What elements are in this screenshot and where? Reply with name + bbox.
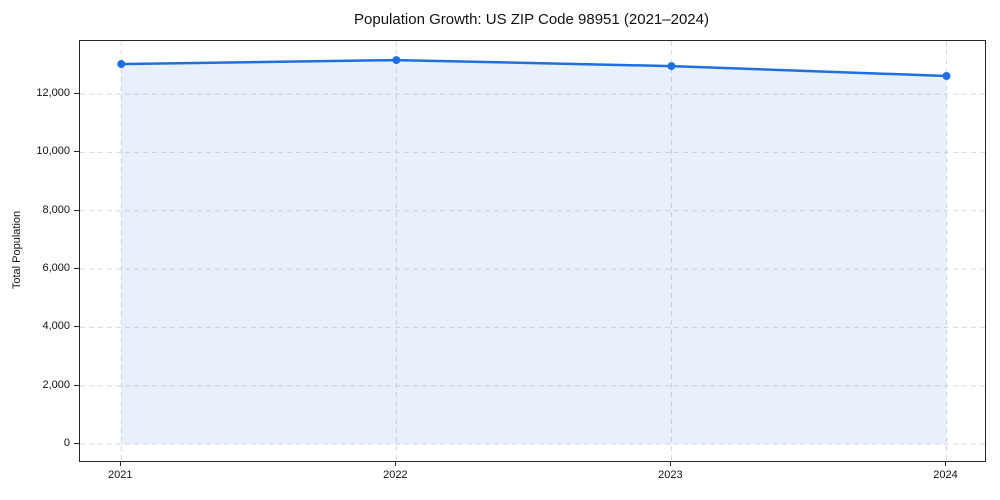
plot-area (79, 40, 986, 462)
x-axis-tick-label: 2024 (933, 469, 958, 481)
data-point-marker (117, 60, 126, 69)
plot-canvas (80, 41, 985, 461)
y-axis-tick-label: 4,000 (42, 320, 70, 333)
y-axis-tick-label: 12,000 (36, 87, 70, 100)
x-axis-tick-label: 2023 (658, 469, 683, 481)
data-line (120, 58, 948, 78)
y-axis-tick-label: 2,000 (42, 378, 70, 391)
x-axis-tick-mark (395, 461, 397, 466)
x-axis-tick-mark (120, 461, 122, 466)
y-axis-label: Total Population (11, 210, 23, 290)
x-axis-tick-label: 2021 (108, 469, 133, 481)
y-axis-tick-mark (74, 268, 79, 270)
y-axis-tick-label: 6,000 (42, 262, 70, 275)
x-axis-tick-mark (945, 461, 947, 466)
y-axis-tick-label: 8,000 (42, 203, 70, 216)
y-axis-tick-mark (74, 326, 79, 328)
y-axis-tick-mark (74, 443, 79, 445)
y-axis-tick-mark (74, 384, 79, 386)
y-axis-tick-label: 0 (63, 437, 70, 450)
area-fill (121, 60, 947, 445)
y-axis-tick-mark (74, 209, 79, 211)
data-point-marker (942, 72, 951, 80)
data-point-marker (392, 56, 401, 65)
chart-title: Population Growth: US ZIP Code 98951 (20… (354, 11, 709, 28)
data-point-marker (667, 62, 676, 71)
x-axis-tick-label: 2022 (383, 469, 408, 481)
y-axis-tick-mark (74, 93, 79, 95)
x-axis-tick-mark (670, 461, 672, 466)
y-axis-tick-mark (74, 151, 79, 153)
y-axis-tick-label: 10,000 (36, 145, 70, 158)
